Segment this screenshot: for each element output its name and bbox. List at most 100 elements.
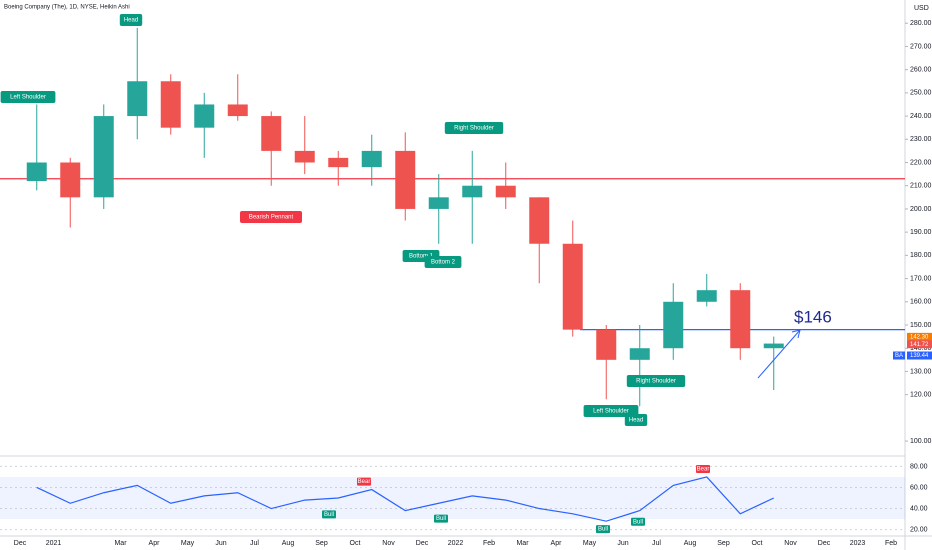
x-tick-label: Apr bbox=[149, 540, 161, 547]
x-tick-label: Feb bbox=[885, 540, 897, 547]
annotation-box bbox=[424, 256, 462, 268]
signal-tag bbox=[631, 517, 645, 526]
candle-body bbox=[462, 185, 483, 198]
annotation-box bbox=[626, 375, 686, 387]
candle-body bbox=[428, 197, 449, 209]
x-tick-label: 2021 bbox=[46, 540, 62, 547]
x-tick-label: Oct bbox=[350, 540, 361, 547]
annotation-label: Bearish Pennant bbox=[249, 215, 294, 221]
annotation-label: Bottom 1 bbox=[409, 254, 434, 260]
x-tick-label: Feb bbox=[483, 540, 495, 547]
candle-body bbox=[562, 243, 583, 330]
rsi-tick-label: 40.00 bbox=[910, 505, 928, 512]
price-tag bbox=[907, 351, 932, 360]
annotation-label: Head bbox=[629, 418, 643, 424]
signal-tag bbox=[696, 464, 710, 473]
x-tick-label: Dec bbox=[416, 540, 429, 547]
candle-body bbox=[395, 150, 416, 209]
candle-body bbox=[730, 290, 751, 349]
candle-body bbox=[93, 116, 114, 198]
candle-body bbox=[227, 104, 248, 117]
candle-body bbox=[529, 197, 550, 244]
candle-body bbox=[495, 185, 516, 198]
x-tick-label: Jul bbox=[652, 540, 661, 547]
x-tick-label: Dec bbox=[14, 540, 27, 547]
y-tick-label: 120.00 bbox=[910, 391, 932, 398]
annotation-label: Left Shoulder bbox=[593, 409, 629, 415]
rsi-tick-label: 80.00 bbox=[910, 463, 928, 470]
y-tick-label: 150.00 bbox=[910, 322, 932, 329]
x-tick-label: May bbox=[181, 540, 195, 547]
x-tick-label: Sep bbox=[315, 540, 328, 547]
y-tick-label: 160.00 bbox=[910, 299, 932, 306]
candle-body bbox=[160, 81, 181, 128]
annotation-box bbox=[444, 122, 504, 134]
rsi-tick-label: 60.00 bbox=[910, 484, 928, 491]
candle-body bbox=[261, 116, 282, 151]
annotation-label: Right Shoulder bbox=[454, 126, 494, 132]
chart-title: Boeing Company (The), 1D, NYSE, Heikin A… bbox=[4, 5, 130, 11]
price-tag bbox=[907, 340, 932, 349]
x-tick-label: Nov bbox=[382, 540, 395, 547]
x-tick-label: 2022 bbox=[448, 540, 464, 547]
rsi-line bbox=[36, 476, 775, 522]
candle-body bbox=[763, 343, 784, 349]
y-tick-label: 240.00 bbox=[910, 113, 932, 120]
x-tick-label: Apr bbox=[551, 540, 563, 547]
annotation-box bbox=[624, 414, 648, 426]
annotation-label: Head bbox=[124, 18, 138, 24]
candle-body bbox=[361, 150, 382, 168]
x-tick-label: Aug bbox=[684, 540, 697, 547]
y-tick-label: 210.00 bbox=[910, 183, 932, 190]
rsi-tick-label: 20.00 bbox=[910, 526, 928, 533]
y-tick-label: 100.00 bbox=[910, 438, 932, 445]
signal-tag bbox=[357, 477, 371, 486]
x-tick-label: Jul bbox=[250, 540, 259, 547]
y-tick-label: 170.00 bbox=[910, 275, 932, 282]
y-tick-label: 200.00 bbox=[910, 206, 932, 213]
x-tick-label: Mar bbox=[516, 540, 529, 547]
y-tick-label: 140.00 bbox=[910, 345, 932, 352]
candle-body bbox=[328, 157, 349, 168]
y-tick-label: 270.00 bbox=[910, 43, 932, 50]
y-tick-label: 280.00 bbox=[910, 20, 932, 27]
price-tag-label: 141.72 bbox=[910, 342, 929, 348]
annotation-label: Left Shoulder bbox=[10, 95, 46, 101]
signal-label: Bull bbox=[633, 519, 643, 525]
candle-body bbox=[194, 104, 215, 128]
annotation-label: Bottom 2 bbox=[431, 260, 456, 266]
annotation-box bbox=[0, 91, 56, 103]
target-arrow bbox=[757, 329, 801, 379]
candle-body bbox=[127, 81, 148, 117]
y-tick-label: 250.00 bbox=[910, 90, 932, 97]
x-tick-label: Aug bbox=[282, 540, 295, 547]
x-tick-label: Nov bbox=[784, 540, 797, 547]
symbol-tag bbox=[893, 351, 905, 360]
annotation-box bbox=[119, 14, 143, 26]
candle-body bbox=[596, 329, 617, 360]
y-tick-label: 230.00 bbox=[910, 136, 932, 143]
candle-body bbox=[696, 290, 717, 302]
symbol-label: BA bbox=[895, 353, 903, 359]
y-tick-label: 220.00 bbox=[910, 159, 932, 166]
signal-tag bbox=[322, 510, 336, 519]
signal-label: Bull bbox=[598, 527, 608, 533]
x-tick-label: Sep bbox=[717, 540, 730, 547]
x-tick-label: May bbox=[583, 540, 597, 547]
target-label: $146 bbox=[794, 307, 832, 326]
annotation-box bbox=[583, 405, 639, 417]
x-tick-label: 2023 bbox=[850, 540, 866, 547]
signal-label: Bull bbox=[324, 512, 334, 518]
signal-tag bbox=[596, 525, 610, 534]
y-tick-label: 180.00 bbox=[910, 252, 932, 259]
y-tick-label: 260.00 bbox=[910, 66, 932, 73]
price-tag-label: 139.44 bbox=[910, 353, 929, 359]
signal-label: Bear bbox=[697, 467, 710, 473]
price-tag bbox=[907, 332, 932, 341]
annotation-label: Right Shoulder bbox=[636, 379, 676, 385]
currency: USD bbox=[914, 5, 929, 12]
x-tick-label: Jun bbox=[215, 540, 226, 547]
signal-label: Bear bbox=[358, 479, 371, 485]
rsi-band bbox=[0, 476, 905, 520]
